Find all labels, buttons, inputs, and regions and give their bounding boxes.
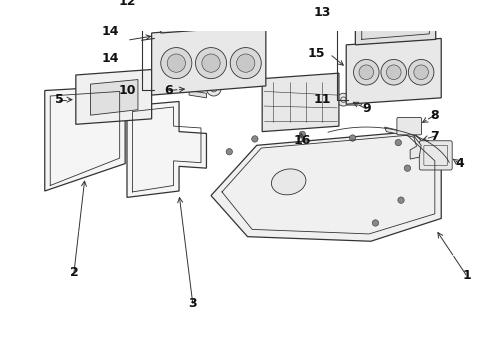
Circle shape [251, 136, 258, 142]
Circle shape [236, 54, 254, 72]
Polygon shape [189, 78, 206, 98]
FancyBboxPatch shape [346, 94, 361, 105]
Text: 4: 4 [454, 157, 463, 170]
Circle shape [336, 93, 349, 106]
Polygon shape [90, 80, 138, 115]
Text: 9: 9 [361, 102, 370, 115]
Circle shape [380, 59, 406, 85]
Circle shape [161, 48, 191, 78]
Text: 14: 14 [102, 24, 119, 38]
Polygon shape [151, 24, 265, 95]
Text: 3: 3 [188, 297, 197, 310]
Circle shape [371, 220, 378, 226]
Polygon shape [127, 102, 206, 197]
Text: 7: 7 [429, 130, 438, 143]
Circle shape [299, 131, 305, 138]
Text: 10: 10 [118, 84, 136, 97]
FancyBboxPatch shape [396, 117, 421, 135]
Circle shape [206, 81, 221, 96]
Text: 12: 12 [118, 0, 136, 8]
Text: 14: 14 [102, 52, 119, 65]
Circle shape [358, 65, 373, 80]
Text: 8: 8 [429, 109, 438, 122]
Circle shape [413, 65, 427, 80]
Text: 2: 2 [69, 266, 78, 279]
Polygon shape [384, 127, 420, 159]
Polygon shape [161, 0, 261, 33]
Text: 6: 6 [164, 84, 173, 97]
Circle shape [404, 165, 410, 171]
Text: 1: 1 [462, 269, 470, 283]
FancyBboxPatch shape [418, 141, 451, 170]
Polygon shape [355, 9, 435, 45]
Text: 11: 11 [313, 93, 330, 106]
Circle shape [353, 59, 378, 85]
Circle shape [397, 197, 404, 203]
Circle shape [407, 59, 433, 85]
Text: 13: 13 [313, 6, 330, 19]
Circle shape [195, 48, 226, 78]
Polygon shape [346, 39, 440, 104]
Circle shape [202, 54, 220, 72]
Polygon shape [211, 132, 440, 241]
Circle shape [349, 135, 355, 141]
Circle shape [167, 54, 185, 72]
Polygon shape [45, 86, 125, 191]
Ellipse shape [271, 169, 305, 195]
Text: 15: 15 [306, 48, 324, 60]
Text: 5: 5 [55, 93, 63, 106]
Circle shape [230, 48, 261, 78]
Polygon shape [262, 73, 338, 132]
Circle shape [225, 149, 232, 155]
Polygon shape [76, 69, 151, 124]
Circle shape [394, 139, 401, 146]
Text: 16: 16 [293, 134, 310, 147]
Circle shape [386, 65, 400, 80]
